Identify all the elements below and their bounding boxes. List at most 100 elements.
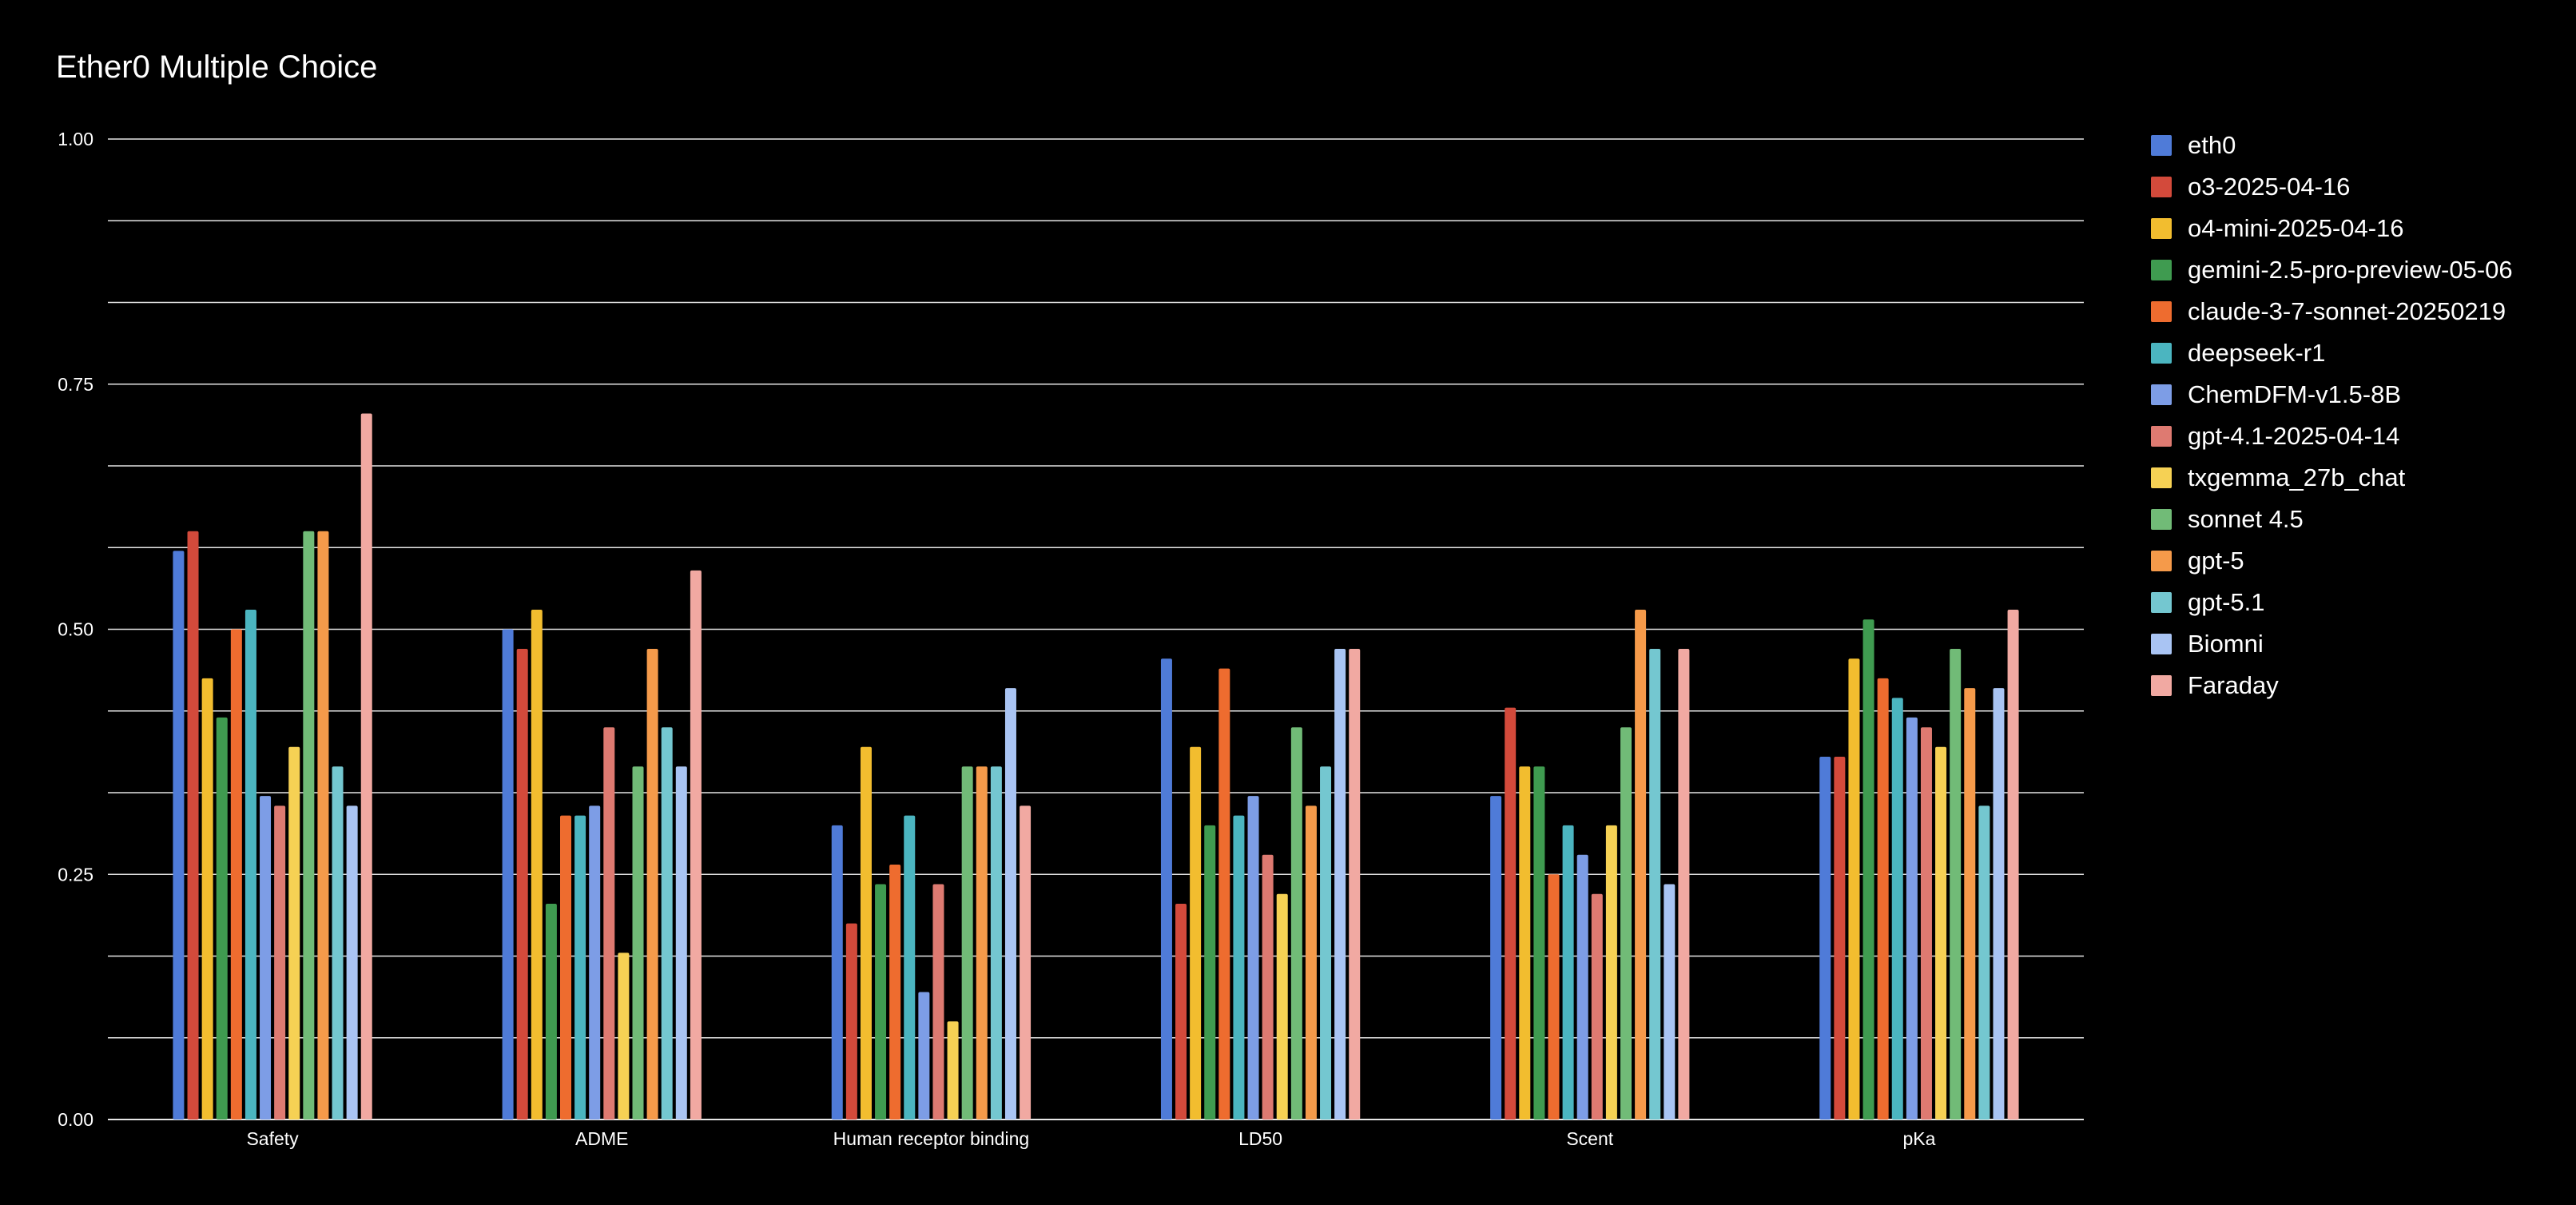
legend-swatch: [2151, 260, 2172, 280]
bar: [675, 766, 687, 1119]
legend-item: sonnet 4.5: [2151, 499, 2513, 540]
bar: [1877, 678, 1889, 1119]
bar: [1935, 746, 1947, 1119]
bar: [1964, 688, 1976, 1119]
bar: [1635, 609, 1647, 1119]
y-axis-tick-labels: 0.00 0.25 0.50 0.75 1.00: [58, 129, 93, 1130]
bar: [875, 884, 887, 1119]
legend-item: txgemma_27b_chat: [2151, 457, 2513, 499]
bar: [1490, 796, 1502, 1119]
legend-label: o3-2025-04-16: [2188, 173, 2351, 201]
legend-swatch: [2151, 592, 2172, 613]
bar: [1605, 825, 1617, 1119]
bar: [1834, 757, 1846, 1119]
bar: [1591, 893, 1603, 1119]
bar: [1562, 825, 1574, 1119]
bar: [1576, 854, 1588, 1119]
legend-swatch: [2151, 634, 2172, 654]
bar: [1160, 658, 1172, 1119]
bar: [1305, 805, 1317, 1119]
bar: [1349, 649, 1361, 1119]
legend-swatch: [2151, 384, 2172, 405]
legend: eth0 o3-2025-04-16 o4-mini-2025-04-16 gemin…: [2151, 125, 2513, 706]
legend-label: Faraday: [2188, 671, 2279, 699]
legend-item: o3-2025-04-16: [2151, 166, 2513, 208]
bar: [1891, 698, 1903, 1119]
legend-label: gemini-2.5-pro-preview-05-06: [2188, 256, 2513, 284]
y-tick-label: 0.25: [58, 864, 93, 885]
bar: [845, 923, 857, 1119]
bar: [1848, 658, 1860, 1119]
bar: [332, 766, 344, 1119]
x-tick-label: ADME: [575, 1128, 628, 1149]
legend-swatch: [2151, 343, 2172, 364]
bar: [618, 952, 630, 1119]
x-tick-label: Scent: [1566, 1128, 1613, 1149]
legend-label: txgemma_27b_chat: [2188, 463, 2406, 491]
legend-item: claude-3-7-sonnet-20250219: [2151, 291, 2513, 332]
bar: [502, 629, 514, 1119]
legend-swatch: [2151, 675, 2172, 696]
bar: [1247, 796, 1259, 1119]
legend-label: claude-3-7-sonnet-20250219: [2188, 297, 2506, 325]
bar: [260, 796, 272, 1119]
bar: [1262, 854, 1274, 1119]
legend-swatch: [2151, 177, 2172, 197]
bar: [860, 746, 872, 1119]
legend-item: o4-mini-2025-04-16: [2151, 208, 2513, 249]
bar: [1334, 649, 1346, 1119]
bar: [1548, 874, 1560, 1119]
legend-item: Faraday: [2151, 665, 2513, 706]
legend-item: ChemDFM-v1.5-8B: [2151, 374, 2513, 416]
bar: [216, 717, 228, 1119]
x-tick-label: Human receptor binding: [833, 1128, 1029, 1149]
legend-label: ChemDFM-v1.5-8B: [2188, 380, 2401, 408]
y-tick-label: 1.00: [58, 129, 93, 149]
bar: [690, 570, 702, 1119]
legend-item: deepseek-r1: [2151, 332, 2513, 374]
bar: [230, 629, 242, 1119]
x-tick-label: pKa: [1902, 1128, 1935, 1149]
bar: [932, 884, 944, 1119]
bar: [1819, 757, 1831, 1119]
bar: [173, 551, 185, 1119]
legend-label: sonnet 4.5: [2188, 505, 2304, 533]
bar: [2007, 609, 2019, 1119]
legend-item: gpt-4.1-2025-04-14: [2151, 416, 2513, 457]
bar: [1204, 825, 1216, 1119]
bar: [274, 805, 286, 1119]
y-tick-label: 0.50: [58, 619, 93, 640]
bar: [918, 992, 930, 1119]
bar: [244, 609, 256, 1119]
bar: [303, 531, 315, 1119]
bar: [889, 864, 901, 1119]
legend-item: Biomni: [2151, 623, 2513, 665]
bar: [1190, 746, 1202, 1119]
bar: [1862, 619, 1874, 1119]
bar: [603, 727, 615, 1119]
gridlines: [108, 138, 2084, 1120]
bar: [661, 727, 673, 1119]
bar: [1620, 727, 1632, 1119]
bar: [1533, 766, 1545, 1119]
bar: [1276, 893, 1288, 1119]
legend-item: gemini-2.5-pro-preview-05-06: [2151, 249, 2513, 291]
bar: [589, 805, 601, 1119]
bars: [173, 413, 2019, 1119]
legend-swatch: [2151, 467, 2172, 488]
bar: [1233, 815, 1245, 1119]
legend-label: Biomni: [2188, 630, 2264, 658]
legend-swatch: [2151, 551, 2172, 571]
bar: [201, 678, 213, 1119]
bar: [545, 904, 557, 1119]
legend-label: eth0: [2188, 131, 2236, 159]
bar: [531, 609, 543, 1119]
bar: [516, 649, 528, 1119]
bar: [976, 766, 988, 1119]
bar: [1649, 649, 1661, 1119]
x-axis-tick-labels: Safety ADME Human receptor binding LD50 Scen…: [246, 1128, 1935, 1149]
legend-swatch: [2151, 218, 2172, 239]
bar: [646, 649, 658, 1119]
bar: [632, 766, 644, 1119]
